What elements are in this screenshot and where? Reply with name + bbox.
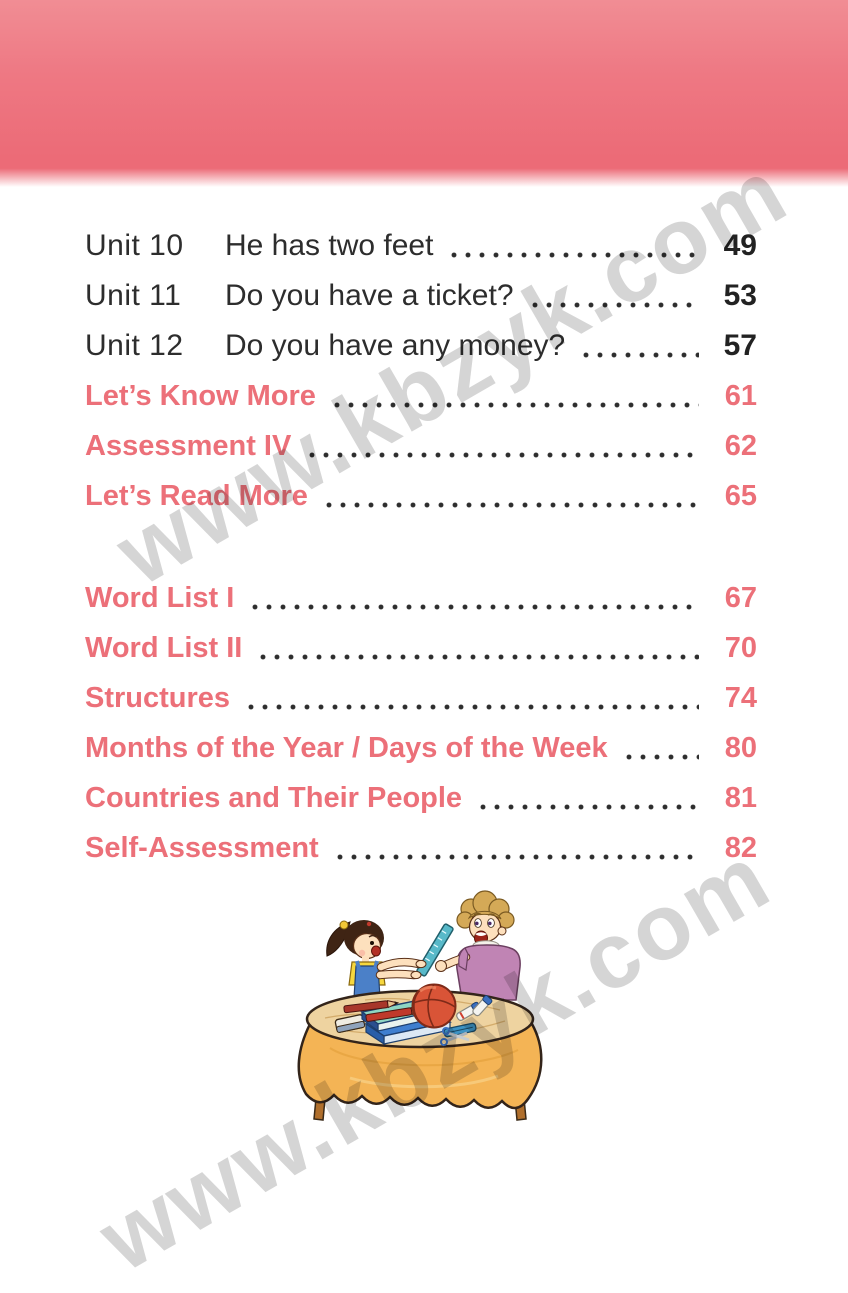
scissors	[440, 1027, 470, 1046]
toc-title: Let’s Read More	[85, 479, 308, 512]
children-illustration	[297, 890, 543, 1121]
page-number: 70	[724, 631, 757, 664]
toc-title: Do you have a ticket?	[225, 279, 514, 312]
toc-title: Self-Assessment	[85, 831, 319, 864]
page-number: 57	[723, 329, 757, 362]
page-number: 82	[724, 831, 757, 864]
page-number: 62	[724, 429, 757, 462]
toc-row: Unit 11 Do you have a ticket? 53	[85, 271, 757, 321]
toc-title: Countries and Their People	[85, 781, 463, 814]
dot-leader	[330, 823, 699, 873]
unit-label: Unit 11	[85, 279, 182, 312]
toc-row: Countries and Their People 81	[85, 773, 757, 823]
toc-row: Assessment IV 62	[85, 421, 757, 471]
toc-row: Self-Assessment 82	[85, 823, 757, 873]
toc-title: Assessment IV	[85, 429, 292, 462]
header-band	[0, 0, 848, 187]
page-number: 74	[724, 681, 757, 714]
unit-label: Unit 12	[85, 329, 184, 362]
page-number: 65	[724, 479, 757, 512]
toc-row: Let’s Read More 65	[85, 471, 757, 521]
glue-stick	[472, 995, 493, 1017]
dot-leader	[254, 623, 699, 673]
toc-title: Word List II	[85, 631, 243, 664]
table-items	[334, 983, 493, 1046]
page-number: 61	[724, 379, 757, 412]
dot-leader	[303, 421, 699, 471]
page-number: 80	[724, 731, 757, 764]
dot-leader	[319, 471, 699, 521]
table-of-contents: Unit 10 He has two feet 49 Unit 11 Do yo…	[85, 221, 757, 873]
toc-title: He has two feet	[225, 229, 434, 262]
page-number: 81	[724, 781, 757, 814]
toc-spacer	[85, 521, 757, 573]
toc-title: Months of the Year / Days of the Week	[85, 731, 608, 764]
pencil	[343, 999, 400, 1014]
page-number: 49	[723, 229, 757, 262]
dot-leader	[577, 321, 699, 371]
ruler	[416, 923, 454, 977]
dot-leader	[525, 271, 699, 321]
toc-title: Structures	[85, 681, 231, 714]
toc-title: Do you have any money?	[225, 329, 566, 362]
page-number: 53	[723, 279, 757, 312]
basketball	[411, 983, 457, 1029]
toc-row: Let’s Know More 61	[85, 371, 757, 421]
girl-figure	[326, 920, 427, 999]
toc-row: Unit 12 Do you have any money? 57	[85, 321, 757, 371]
page-number: 67	[724, 581, 757, 614]
toc-row: Months of the Year / Days of the Week 80	[85, 723, 757, 773]
toc-row: Word List II 70	[85, 623, 757, 673]
dot-leader	[327, 371, 699, 421]
dot-leader	[246, 573, 699, 623]
toc-row: Structures 74	[85, 673, 757, 723]
toc-row: Unit 10 He has two feet 49	[85, 221, 757, 271]
dot-leader	[242, 673, 699, 723]
dot-leader	[445, 221, 699, 271]
boy-figure	[435, 890, 521, 1001]
dot-leader	[474, 773, 699, 823]
toc-row: Word List I 67	[85, 573, 757, 623]
dot-leader	[619, 723, 699, 773]
toc-title: Word List I	[85, 581, 235, 614]
unit-label: Unit 10	[85, 229, 184, 262]
toc-title: Let’s Know More	[85, 379, 316, 412]
